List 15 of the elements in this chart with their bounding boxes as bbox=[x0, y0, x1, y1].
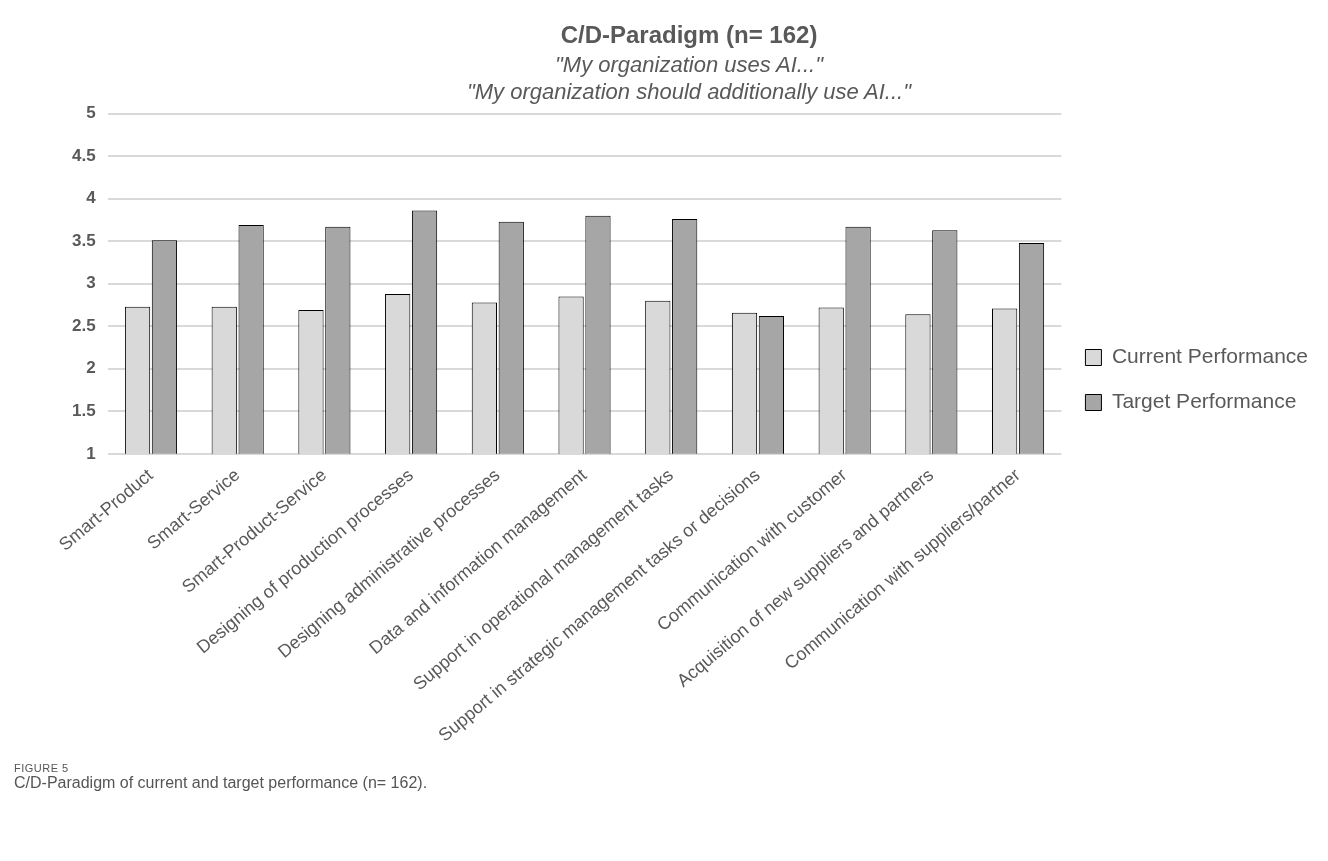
y-tick-label: 3.5 bbox=[71, 230, 96, 250]
chart-title: C/D-Paradigm (n= 162) bbox=[560, 21, 818, 49]
y-tick-label: 4.5 bbox=[71, 145, 96, 165]
caption: FIGURE 5 bbox=[14, 762, 70, 774]
legend-label: Target Performance bbox=[1111, 389, 1297, 413]
y-tick-label: 1.5 bbox=[71, 401, 96, 420]
y-tick-label: 2 bbox=[86, 358, 96, 378]
legend-label: Current Performance bbox=[1111, 344, 1308, 368]
y-tick-label: 2.5 bbox=[71, 315, 96, 335]
y-tick-label: 5 bbox=[86, 103, 96, 123]
chart-subtitle: "My organization uses AI..." "My organization should additionally use AI..." bbox=[466, 52, 913, 104]
text: C/D-Paradigm of current and target performance (n= 162). bbox=[14, 774, 428, 792]
y-tick-label: 1 bbox=[86, 443, 96, 463]
y-tick-label: 3 bbox=[86, 273, 96, 293]
y-tick-label: 4 bbox=[86, 188, 97, 208]
